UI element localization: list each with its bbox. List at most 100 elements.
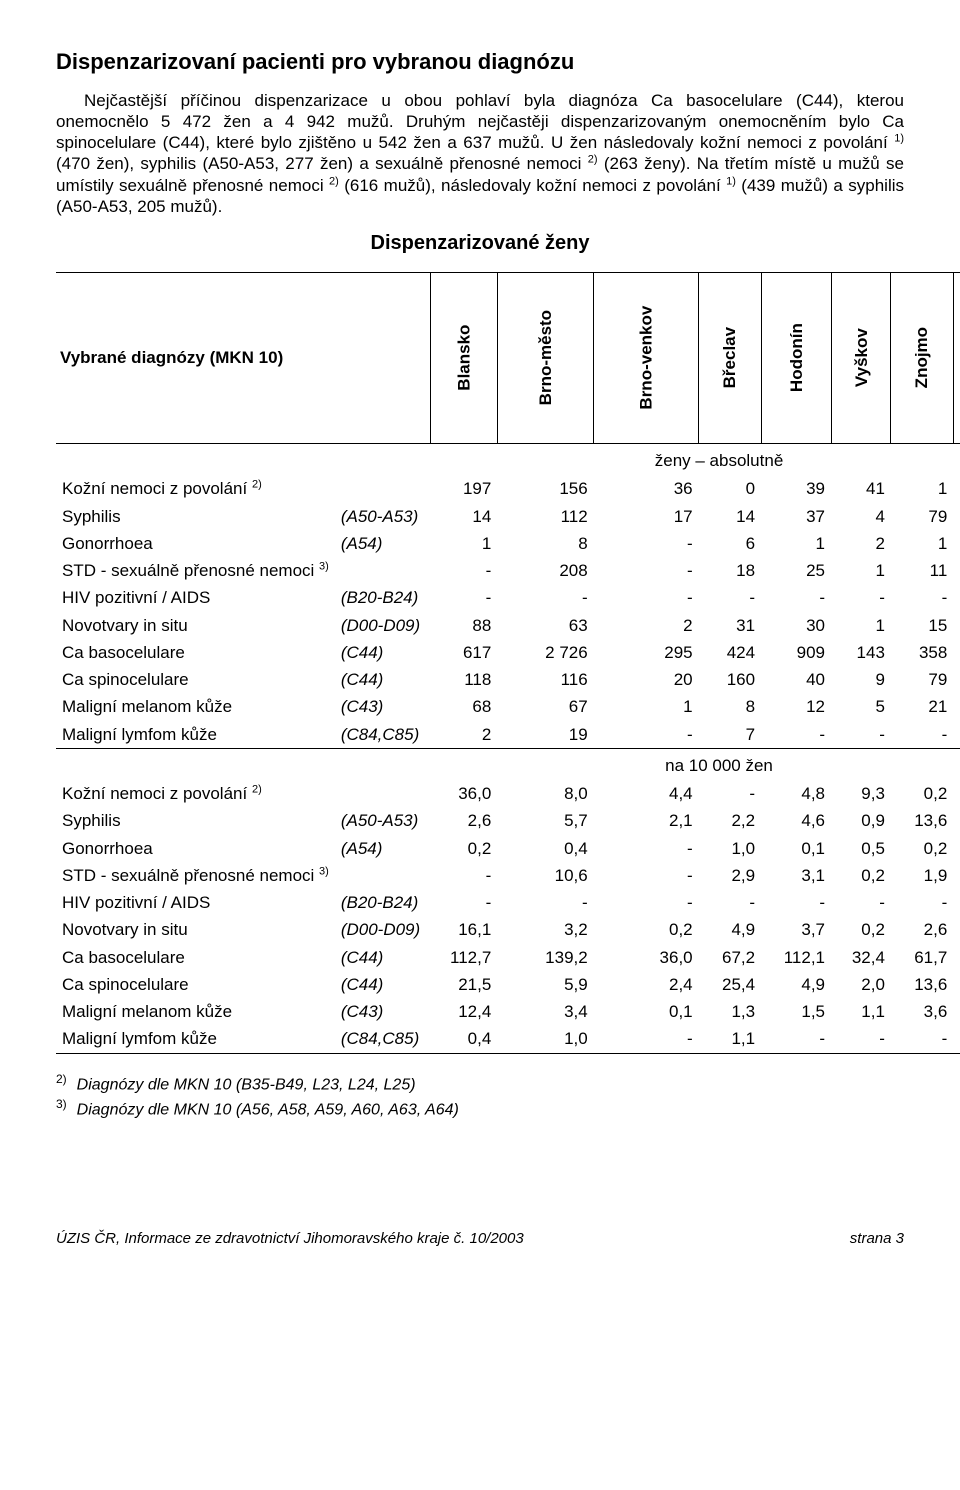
row-code: (C84,C85)	[335, 1025, 430, 1053]
cell: 4,9	[699, 916, 761, 943]
row-label: Maligní lymfom kůže	[56, 721, 335, 749]
cell: 143	[831, 639, 891, 666]
col-header: Vyškov	[831, 273, 891, 444]
cell: 0,2	[594, 916, 699, 943]
cell: 67,2	[699, 944, 761, 971]
cell: -	[594, 584, 699, 611]
page-heading: Dispenzarizovaní pacienti pro vybranou d…	[56, 48, 904, 76]
cell: 1,3	[699, 998, 761, 1025]
section-header: ženy – absolutně	[430, 444, 960, 476]
cell: 61,7	[891, 944, 953, 971]
cell: -	[761, 889, 831, 916]
footer-source: ÚZIS ČR, Informace ze zdravotnictví Jiho…	[56, 1230, 524, 1249]
cell: 68	[430, 693, 497, 720]
cell: -	[594, 835, 699, 862]
row-label: Ca basocelulare	[56, 639, 335, 666]
cell: -	[831, 584, 891, 611]
footer-page: strana 3	[850, 1230, 904, 1249]
cell: 3,4	[497, 998, 593, 1025]
cell: 2	[594, 612, 699, 639]
cell: 112	[497, 503, 593, 530]
col-header: Brno-venkov	[594, 273, 699, 444]
cell: 0,1	[761, 835, 831, 862]
row-label: Syphilis	[56, 807, 335, 834]
col-header: Hodonín	[761, 273, 831, 444]
row-code	[335, 475, 430, 502]
cell: 79	[891, 666, 953, 693]
cell: 3,7	[761, 916, 831, 943]
cell: -	[497, 584, 593, 611]
cell: 37	[761, 503, 831, 530]
cell: 3,2	[497, 916, 593, 943]
cell: -	[699, 584, 761, 611]
cell: 8	[497, 530, 593, 557]
row-code: (C44)	[335, 639, 430, 666]
cell: 182	[953, 693, 960, 720]
cell: 0,2	[891, 835, 953, 862]
cell: 16,1	[430, 916, 497, 943]
cell: 2,6	[430, 807, 497, 834]
cell: 13,6	[891, 807, 953, 834]
cell: 1,1	[699, 1025, 761, 1053]
cell: 18	[699, 557, 761, 584]
cell: 11	[891, 557, 953, 584]
cell: 6	[699, 530, 761, 557]
row-code: (D00-D09)	[335, 612, 430, 639]
cell: 156	[497, 475, 593, 502]
cell: 4,9	[761, 971, 831, 998]
cell: 358	[891, 639, 953, 666]
cell: 5,7	[497, 807, 593, 834]
cell: 20	[594, 666, 699, 693]
row-code: (A50-A53)	[335, 807, 430, 834]
cell: 1,9	[891, 862, 953, 889]
cell: 470	[953, 475, 960, 502]
cell: 12,4	[430, 998, 497, 1025]
row-label: Maligní melanom kůže	[56, 998, 335, 1025]
cell: 79	[891, 503, 953, 530]
cell: 36	[594, 475, 699, 502]
cell: 28	[953, 721, 960, 749]
cell: 0,2	[831, 916, 891, 943]
cell: 1	[891, 475, 953, 502]
col-header: Znojmo	[891, 273, 953, 444]
cell: 25	[761, 557, 831, 584]
row-code: (A54)	[335, 530, 430, 557]
cell: 5	[831, 693, 891, 720]
cell: 3,6	[891, 998, 953, 1025]
cell: -	[594, 889, 699, 916]
cell: 1,1	[831, 998, 891, 1025]
cell: 2,9	[699, 862, 761, 889]
cell: 14	[699, 503, 761, 530]
row-label: Ca basocelulare	[56, 944, 335, 971]
cell: -	[831, 721, 891, 749]
cell: -	[891, 721, 953, 749]
cell: 21	[891, 693, 953, 720]
footnotes: 2)Diagnózy dle MKN 10 (B35-B49, L23, L24…	[56, 1072, 904, 1121]
cell: 36,0	[594, 944, 699, 971]
cell: 4,6	[761, 807, 831, 834]
row-label: Novotvary in situ	[56, 916, 335, 943]
cell: -	[953, 889, 960, 916]
cell: 263	[953, 557, 960, 584]
cell: 15	[891, 612, 953, 639]
row-code: (C44)	[335, 944, 430, 971]
row-code: (A50-A53)	[335, 503, 430, 530]
cell: 112,7	[430, 944, 497, 971]
footnote: 2)Diagnózy dle MKN 10 (B35-B49, L23, L24…	[56, 1072, 904, 1095]
cell: 1,5	[761, 998, 831, 1025]
cell: 4,8	[953, 807, 960, 834]
cell: -	[497, 889, 593, 916]
cell: 1,0	[699, 835, 761, 862]
cell: -	[953, 584, 960, 611]
cell: -	[831, 889, 891, 916]
row-code: (B20-B24)	[335, 889, 430, 916]
row-code: (C44)	[335, 666, 430, 693]
row-code: (C43)	[335, 693, 430, 720]
cell: 197	[430, 475, 497, 502]
cell: 424	[699, 639, 761, 666]
row-label: HIV pozitivní / AIDS	[56, 584, 335, 611]
cell: 9,4	[953, 971, 960, 998]
cell: 617	[430, 639, 497, 666]
cell: 19	[953, 530, 960, 557]
cell: 63	[497, 612, 593, 639]
